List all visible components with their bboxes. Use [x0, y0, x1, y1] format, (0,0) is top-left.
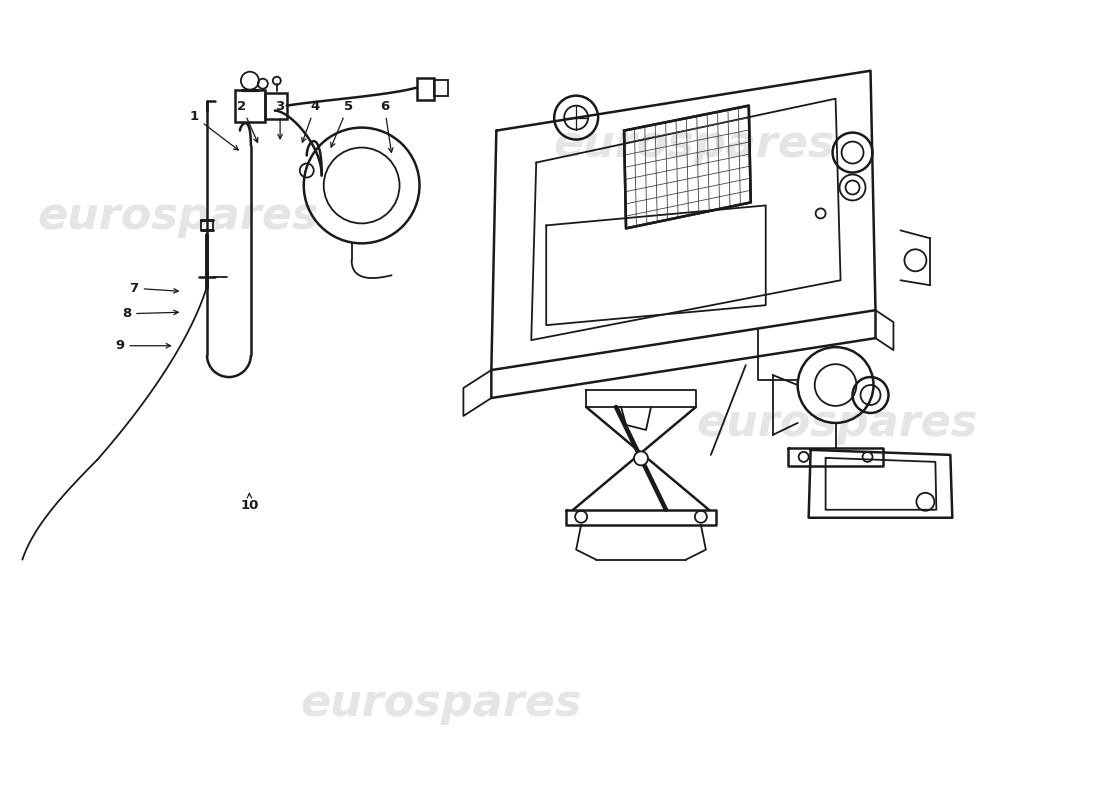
Text: 5: 5 [331, 100, 353, 147]
Text: 3: 3 [275, 100, 285, 138]
Text: eurospares: eurospares [696, 402, 977, 446]
Text: 8: 8 [122, 307, 178, 320]
Text: 2: 2 [238, 100, 257, 142]
Text: eurospares: eurospares [300, 682, 582, 725]
Text: 7: 7 [130, 282, 178, 294]
Text: 4: 4 [301, 100, 320, 142]
Text: eurospares: eurospares [553, 123, 835, 166]
Circle shape [634, 451, 648, 466]
Text: 1: 1 [190, 110, 239, 150]
Bar [265, 93, 287, 118]
Text: eurospares: eurospares [37, 195, 319, 238]
Bar [417, 78, 434, 100]
Bar [235, 90, 265, 122]
Bar [434, 80, 449, 96]
Text: 9: 9 [116, 339, 170, 352]
Text: 6: 6 [379, 100, 393, 153]
Text: 10: 10 [240, 493, 258, 512]
